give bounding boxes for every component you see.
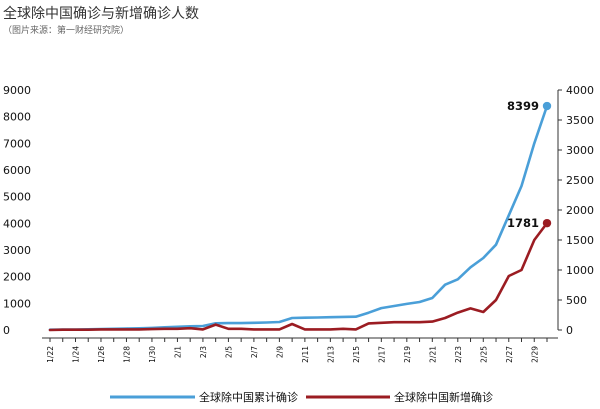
right-y-axis: 0 500 1000 1500 2000 2500 3000 3500 4000 (557, 84, 594, 337)
x-tick-label: 2/1 (173, 346, 182, 358)
x-tick-label: 2/21 (428, 346, 437, 363)
right-y-tick-label: 0 (566, 324, 573, 337)
left-y-tick-label: 9000 (3, 84, 31, 97)
series-endpoint-new (542, 218, 552, 228)
right-y-tick-label: 1500 (566, 234, 594, 247)
x-tick-label: 2/27 (505, 346, 514, 363)
right-y-tick-label: 2000 (566, 204, 594, 217)
series-endpoint-cumulative (542, 101, 552, 111)
x-tick-label: 1/30 (148, 346, 157, 363)
legend-label-cumulative: 全球除中国累计确诊 (199, 390, 298, 404)
chart-subtitle: （图片来源：第一财经研究院） (3, 24, 129, 36)
x-tick-label: 2/17 (377, 346, 386, 363)
x-tick-label: 2/19 (403, 346, 412, 363)
x-tick-label: 2/23 (454, 346, 463, 363)
chart-title: 全球除中国确诊与新增确诊人数 (3, 5, 199, 22)
left-y-tick-label: 3000 (3, 244, 31, 257)
left-y-tick-label: 5000 (3, 191, 31, 204)
series-line-cumulative (48, 104, 549, 332)
data-label-cumulative: 8399 (507, 99, 539, 113)
series-line-new (48, 221, 549, 332)
x-tick-label: 2/29 (530, 346, 539, 363)
left-y-tick-label: 2000 (3, 271, 31, 284)
x-tick-label: 2/7 (250, 346, 259, 358)
left-y-tick-label: 1000 (3, 297, 31, 310)
right-y-tick-label: 3500 (566, 114, 594, 127)
x-tick-label: 1/24 (71, 346, 80, 363)
x-tick-label: 2/15 (352, 346, 361, 363)
left-y-tick-label: 8000 (3, 111, 31, 124)
x-tick-label: 1/22 (46, 346, 55, 363)
left-y-tick-label: 7000 (3, 137, 31, 150)
left-y-tick-label: 6000 (3, 164, 31, 177)
x-axis: 1/22 1/24 1/26 1/28 1/30 2/1 2/3 2/5 2/7 2/9 2/11 2… (42, 337, 558, 363)
x-tick-label: 1/28 (122, 346, 131, 363)
legend: 全球除中国累计确诊 全球除中国新增确诊 (110, 390, 493, 404)
right-y-tick-label: 1000 (566, 264, 594, 277)
right-y-tick-label: 4000 (566, 84, 594, 97)
x-tick-label: 2/11 (301, 346, 310, 363)
x-tick-label: 1/26 (97, 346, 106, 363)
left-y-axis: 0 1000 2000 3000 4000 5000 6000 7000 8000 9000 (3, 84, 31, 337)
data-label-new: 1781 (507, 216, 539, 230)
x-tick-label: 2/9 (275, 346, 284, 358)
legend-label-new: 全球除中国新增确诊 (394, 390, 493, 404)
x-tick-label: 2/3 (199, 346, 208, 358)
plot-area: 8399 1781 (48, 99, 552, 332)
right-y-tick-label: 3000 (566, 144, 594, 157)
right-y-tick-label: 2500 (566, 174, 594, 187)
left-y-tick-label: 4000 (3, 217, 31, 230)
left-y-tick-label: 0 (3, 324, 10, 337)
x-tick-label: 2/13 (326, 346, 335, 363)
x-tick-label: 2/5 (224, 346, 233, 358)
x-tick-label: 2/25 (479, 346, 488, 363)
right-y-tick-label: 500 (566, 294, 587, 307)
